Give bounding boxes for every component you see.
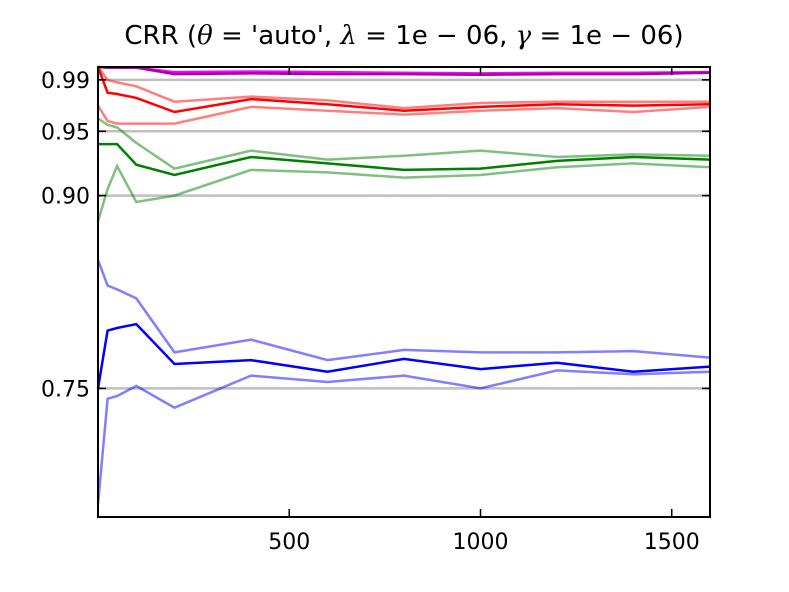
title-gamma-value: = 1e − 06) [531, 21, 683, 51]
series-line-7 [96, 162, 711, 222]
series-line-3 [96, 66, 711, 114]
y-axis: 0.75 0.90 0.95 0.99 [41, 69, 710, 402]
y-tick-label: 0.75 [41, 377, 90, 402]
title-lambda: λ [339, 21, 356, 51]
x-tick-label: 1000 [453, 530, 509, 555]
title-theta-value: = 'auto', [213, 21, 341, 51]
title-theta: θ [197, 21, 213, 51]
title-gamma: γ [516, 21, 532, 51]
x-tick-label: 500 [268, 530, 310, 555]
x-axis: 500 1000 1500 [268, 67, 700, 555]
series-line-8 [96, 259, 711, 362]
plot-frame [97, 66, 711, 518]
series-line-2 [96, 66, 710, 110]
title-lambda-value: = 1e − 06, [357, 21, 516, 51]
y-tick-label: 0.95 [41, 120, 90, 145]
series-line-10 [96, 369, 711, 505]
series-layer [96, 65, 711, 505]
y-tick-label: 0.99 [41, 69, 90, 94]
y-tick-label: 0.90 [41, 185, 90, 210]
title-prefix: CRR ( [124, 21, 197, 51]
reference-lines [98, 78, 710, 390]
series-line-4 [96, 104, 711, 125]
series-line-6 [98, 142, 711, 177]
chart-title: CRR (θ = 'auto', λ = 1e − 06, γ = 1e − 0… [124, 21, 683, 51]
series-line-5 [97, 117, 711, 170]
series-line-9 [96, 322, 711, 389]
x-tick-label: 1500 [644, 530, 700, 555]
